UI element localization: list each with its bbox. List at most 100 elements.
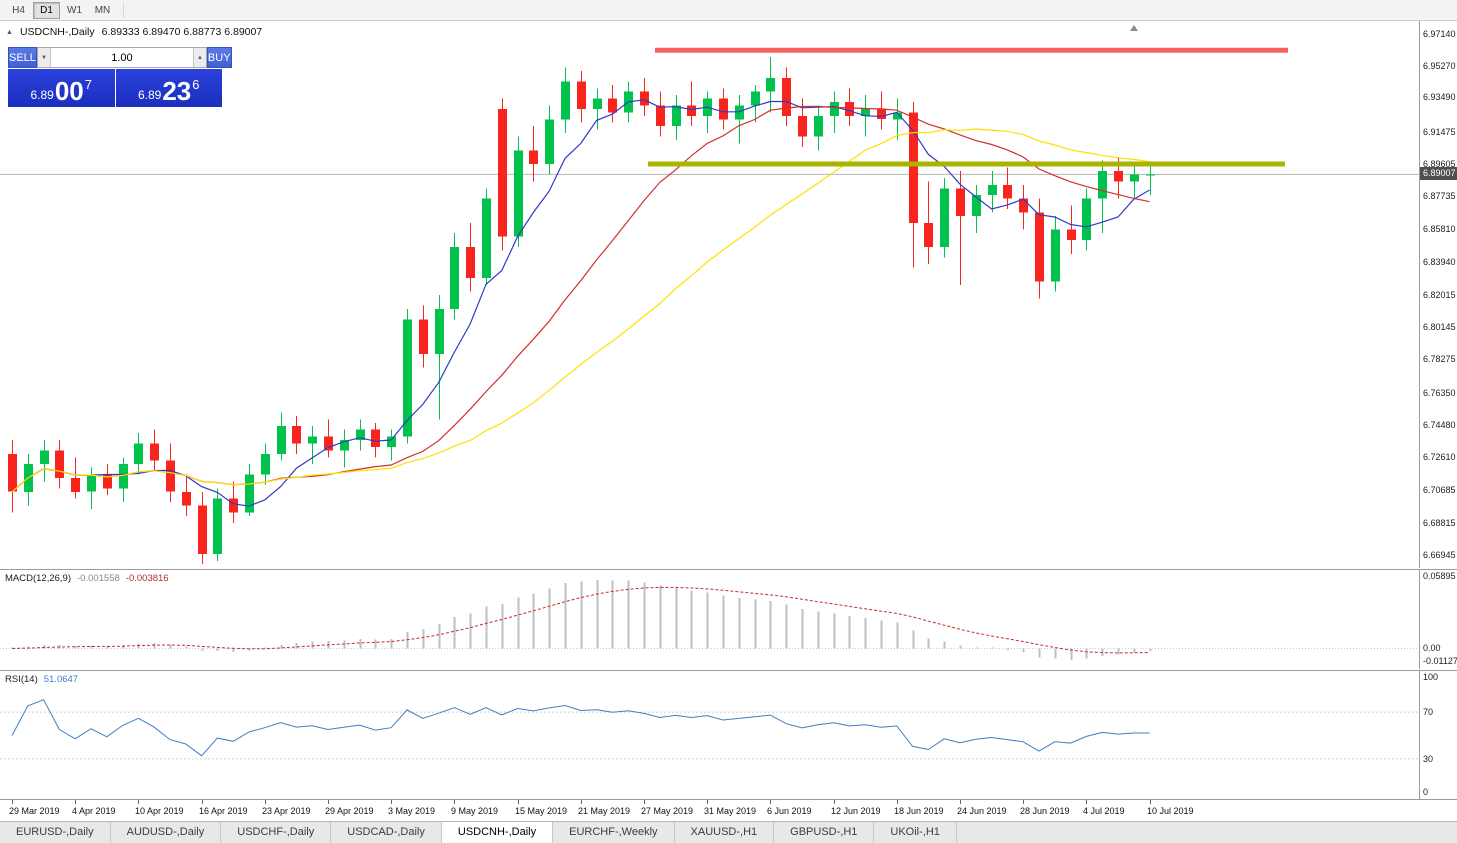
one-click-controls: SELL ▼ ▲ BUY xyxy=(8,47,232,68)
volume-input[interactable] xyxy=(50,48,193,67)
current-bid-badge: 6.89007 xyxy=(1420,167,1457,180)
bid-price-main: 00 xyxy=(54,76,84,106)
date-tick xyxy=(897,800,898,804)
time-axis[interactable]: 29 Mar 2019 4 Apr 2019 10 Apr 2019 16 Apr 2… xyxy=(0,799,1457,821)
buy-button[interactable]: BUY xyxy=(206,47,232,68)
date-label: 18 Jun 2019 xyxy=(894,806,944,816)
bid-price-pip: 7 xyxy=(84,77,92,92)
macd-panel[interactable]: MACD(12,26,9) -0.001558 -0.003816 0.0589… xyxy=(0,569,1457,669)
volume-up-icon[interactable]: ▲ xyxy=(192,48,206,67)
date-label: 28 Jun 2019 xyxy=(1020,806,1070,816)
volume-down-icon[interactable]: ▼ xyxy=(37,48,51,67)
price-axis-label: 6.82015 xyxy=(1423,290,1456,300)
date-label: 10 Jul 2019 xyxy=(1147,806,1194,816)
price-axis-label: 6.74480 xyxy=(1423,420,1456,430)
date-tick xyxy=(265,800,266,804)
date-label: 15 May 2019 xyxy=(515,806,568,816)
chart-tab-audusd-daily[interactable]: AUDUSD-,Daily xyxy=(111,822,222,843)
one-click-toggle-icon[interactable]: ▲ xyxy=(6,28,13,36)
ask-price-pip: 6 xyxy=(192,77,200,92)
date-tick xyxy=(960,800,961,804)
date-tick xyxy=(1150,800,1151,804)
macd-axis-label: -0.01127 xyxy=(1423,656,1457,666)
timeframe-button-h4[interactable]: H4 xyxy=(5,2,32,19)
date-label: 3 May 2019 xyxy=(388,806,436,816)
chart-tab-eurusd-daily[interactable]: EURUSD-,Daily xyxy=(0,822,111,843)
chart-tab-usdcad-daily[interactable]: USDCAD-,Daily xyxy=(331,822,442,843)
chart-tab-xauusd-h1[interactable]: XAUUSD-,H1 xyxy=(675,822,775,843)
ma-slow-yellow xyxy=(11,128,1150,493)
timeframe-button-mn[interactable]: MN xyxy=(89,2,116,19)
date-label: 24 Jun 2019 xyxy=(957,806,1007,816)
macd-chart xyxy=(0,580,1419,661)
rsi-axis[interactable]: 100 70 30 0 xyxy=(1419,671,1457,799)
date-tick xyxy=(12,800,13,804)
date-tick xyxy=(75,800,76,804)
chart-tab-ukoil-h1[interactable]: UKOil-,H1 xyxy=(874,822,957,843)
price-axis[interactable]: 6.89007 6.97140 6.95270 6.93490 6.91475 6.89… xyxy=(1419,21,1457,568)
buy-price-display[interactable]: 6.89 23 6 xyxy=(115,69,222,107)
date-label: 29 Mar 2019 xyxy=(9,806,60,816)
ask-price-whole: 6.89 xyxy=(137,88,162,102)
date-label: 21 May 2019 xyxy=(578,806,631,816)
price-axis-label: 6.80145 xyxy=(1423,322,1456,332)
main-chart-panel[interactable]: ▲ USDCNH-,Daily 6.89333 6.89470 6.88773 … xyxy=(0,21,1457,568)
price-axis-label: 6.93490 xyxy=(1423,92,1456,102)
chart-symbol-title: USDCNH-,Daily xyxy=(19,26,95,38)
chart-tab-bar: EURUSD-,Daily AUDUSD-,Daily USDCHF-,Daily U… xyxy=(0,821,1457,843)
sell-button[interactable]: SELL xyxy=(8,47,37,68)
date-label: 29 Apr 2019 xyxy=(325,806,374,816)
date-tick xyxy=(328,800,329,804)
date-tick xyxy=(202,800,203,804)
chart-tab-usdchf-daily[interactable]: USDCHF-,Daily xyxy=(221,822,332,843)
chart-header: ▲ USDCNH-,Daily 6.89333 6.89470 6.88773 … xyxy=(6,26,262,38)
price-axis-label: 6.70685 xyxy=(1423,485,1456,495)
macd-label: MACD(12,26,9) -0.001558 -0.003816 xyxy=(5,573,169,584)
one-click-prices: 6.89 00 7 6.89 23 6 xyxy=(8,69,222,107)
timeframe-toolbar: H4 D1 W1 MN xyxy=(0,0,1457,21)
macd-main-value: -0.001558 xyxy=(77,573,120,584)
chart-ohlc-values: 6.89333 6.89470 6.88773 6.89007 xyxy=(101,26,263,38)
timeframe-button-d1[interactable]: D1 xyxy=(33,1,60,19)
date-label: 12 Jun 2019 xyxy=(831,806,881,816)
date-tick xyxy=(770,800,771,804)
rsi-axis-label: 100 xyxy=(1423,672,1439,682)
date-label: 10 Apr 2019 xyxy=(135,806,184,816)
price-axis-label: 6.95270 xyxy=(1423,61,1456,71)
macd-histogram xyxy=(11,580,1152,661)
price-axis-label: 6.85810 xyxy=(1423,224,1456,234)
price-axis-label: 6.83940 xyxy=(1423,257,1456,267)
price-axis-label: 6.76350 xyxy=(1423,388,1456,398)
rsi-chart xyxy=(0,699,1419,760)
price-axis-label: 6.68815 xyxy=(1423,518,1456,528)
date-tick xyxy=(644,800,645,804)
chart-tab-gbpusd-h1[interactable]: GBPUSD-,H1 xyxy=(774,822,875,843)
chart-shift-marker-icon[interactable] xyxy=(1130,25,1138,31)
chart-tab-eurchf-weekly[interactable]: EURCHF-,Weekly xyxy=(553,822,675,843)
date-label: 9 May 2019 xyxy=(451,806,499,816)
date-tick xyxy=(391,800,392,804)
rsi-axis-label: 70 xyxy=(1423,707,1434,717)
price-axis-label: 6.91475 xyxy=(1423,127,1456,137)
sell-price-display[interactable]: 6.89 00 7 xyxy=(8,69,115,107)
rsi-axis-label: 0 xyxy=(1423,787,1429,797)
rsi-name: RSI(14) xyxy=(5,674,38,685)
price-chart[interactable] xyxy=(0,21,1419,568)
volume-field[interactable]: ▼ ▲ xyxy=(36,47,207,68)
rsi-value: 51.0647 xyxy=(43,674,79,685)
ask-price-main: 23 xyxy=(162,76,192,106)
chart-tab-usdcnh-daily[interactable]: USDCNH-,Daily xyxy=(441,822,554,843)
rsi-label: RSI(14) 51.0647 xyxy=(5,674,78,685)
timeframe-button-w1[interactable]: W1 xyxy=(61,2,88,19)
date-tick xyxy=(1086,800,1087,804)
bid-price-whole: 6.89 xyxy=(30,88,54,102)
date-label: 4 Jul 2019 xyxy=(1083,806,1125,816)
price-axis-label: 6.97140 xyxy=(1423,29,1456,39)
date-tick xyxy=(581,800,582,804)
date-tick xyxy=(454,800,455,804)
rsi-panel[interactable]: RSI(14) 51.0647 100 70 30 0 xyxy=(0,670,1457,799)
rsi-axis-label: 30 xyxy=(1423,754,1434,764)
macd-axis[interactable]: 0.05895 0.00 -0.01127 xyxy=(1419,570,1457,669)
date-label: 27 May 2019 xyxy=(641,806,694,816)
